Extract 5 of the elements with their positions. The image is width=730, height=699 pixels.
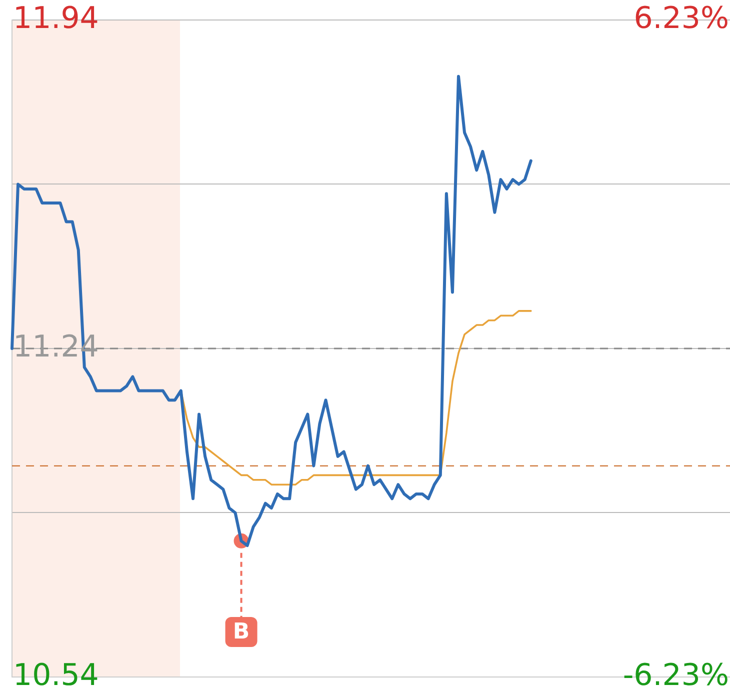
y2-tick-label: 6.23% [634,0,729,36]
y2-tick-label: -6.23% [622,658,729,693]
y-tick-label: 10.54 [13,658,99,693]
annotation: B [232,620,250,645]
y-tick-label: 11.94 [13,0,99,36]
